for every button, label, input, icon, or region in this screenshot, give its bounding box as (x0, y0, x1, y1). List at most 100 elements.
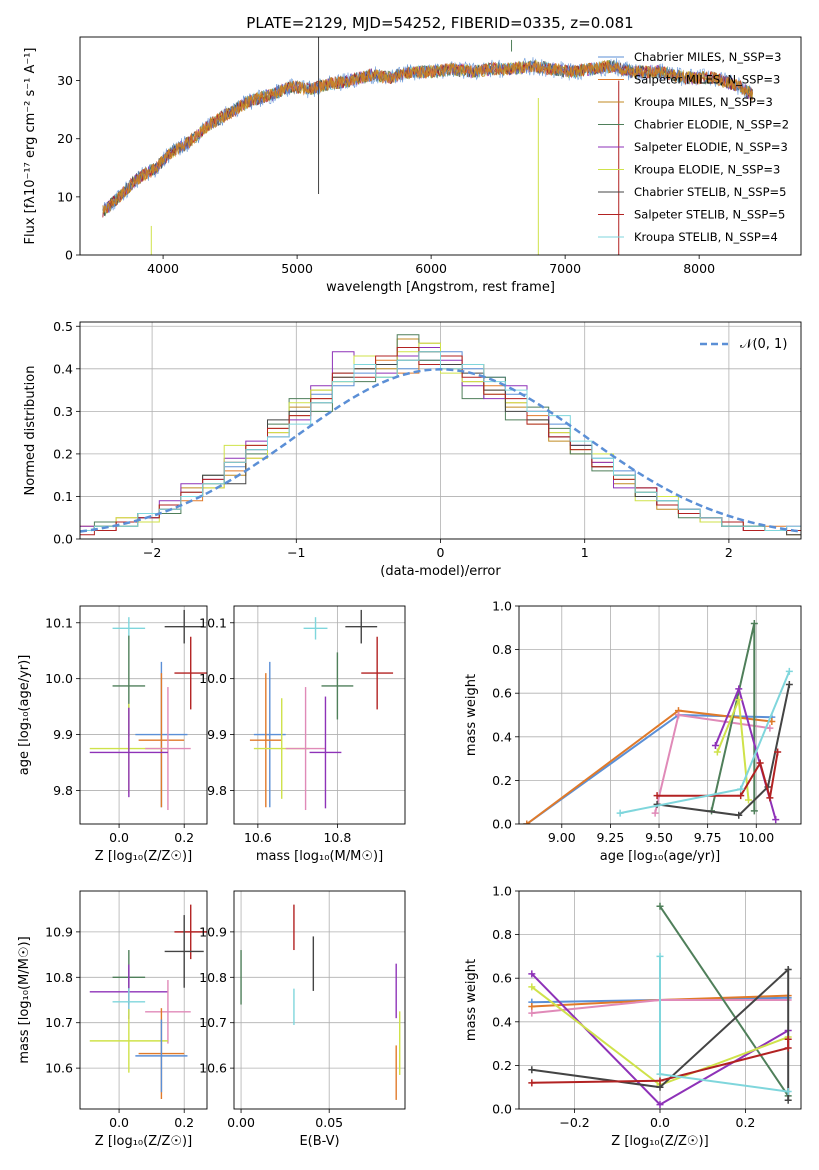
plot-area (519, 606, 801, 824)
y-tick-label: 9.8 (53, 783, 73, 798)
weight-marker (785, 680, 793, 688)
y-tick-label: 10.7 (45, 1015, 73, 1030)
x-tick-label: 10.00 (738, 830, 774, 845)
y-tick-label: 10.1 (45, 615, 73, 630)
weight-marker (784, 1044, 792, 1052)
x-tick-label: 0.0 (650, 1115, 670, 1130)
x-axis-label: (data-model)/error (380, 564, 501, 579)
age-vs-mass-panel: 10.6 10.8 9.8 9.9 10.0 10.1 mass [log₁₀(M/M☉)] (199, 605, 406, 864)
weight-line (531, 1039, 790, 1084)
legend-label: Kroupa STELIB, N_SSP=4 (634, 230, 778, 244)
weight-marker (523, 820, 531, 824)
x-tick-label: 9.25 (596, 830, 624, 845)
axes-frame (79, 321, 802, 540)
y-tick-label: 0.2 (492, 773, 512, 788)
massweight-vs-metallicity-panel: −0.2 0.0 0.2 0.0 0.2 0.4 0.6 0.8 1.0 Z [log₁₀(Z/Z… (464, 884, 802, 1149)
weight-line (531, 967, 790, 1101)
axes-frame (79, 36, 802, 256)
legend-label: Kroupa MILES, N_SSP=3 (634, 95, 773, 109)
weight-marker (756, 759, 764, 767)
plot-area (102, 37, 753, 255)
spectrum-title: PLATE=2129, MJD=54252, FIBERID=0335, z=0… (246, 14, 633, 32)
weight-marker (528, 1003, 536, 1011)
y-tick-label: 0.1 (53, 489, 73, 504)
weight-marker (528, 1079, 536, 1087)
x-tick-label: 0.05 (315, 1115, 343, 1130)
weight-marker (744, 796, 752, 804)
weight-marker (774, 748, 782, 756)
weight-marker (735, 811, 743, 819)
x-axis-label: Z [log₁₀(Z/Z☉)] (95, 849, 192, 864)
legend-label: Chabrier MILES, N_SSP=3 (634, 50, 781, 64)
axes-frame (233, 605, 406, 825)
legend-label: Chabrier STELIB, N_SSP=5 (634, 185, 786, 199)
weight-marker (656, 1101, 664, 1109)
x-tick-label: 0.2 (174, 830, 194, 845)
legend-label: Chabrier ELODIE, N_SSP=2 (634, 118, 789, 132)
plot-area (80, 606, 207, 824)
legend-label: Salpeter MILES, N_SSP=3 (634, 73, 780, 87)
y-axis-label: age [log₁₀(age/yr)] (17, 655, 32, 776)
x-axis-label: Z [log₁₀(Z/Z☉)] (611, 1134, 708, 1149)
axes-frame (233, 890, 406, 1110)
y-tick-label: 0.4 (53, 361, 73, 376)
weight-marker (784, 1088, 792, 1096)
y-tick-label: 10.6 (45, 1061, 73, 1076)
weight-line (659, 905, 790, 1097)
plot-area (80, 322, 801, 539)
mass-vs-metallicity-panel: 0.0 0.2 10.6 10.7 10.8 10.9 Z [log₁₀(Z/Z☉)] mas… (17, 890, 208, 1149)
x-tick-label: 5000 (281, 261, 313, 276)
weight-marker (656, 1077, 664, 1085)
axes-frame (79, 605, 208, 825)
legend-label: Salpeter ELODIE, N_SSP=3 (634, 140, 788, 154)
x-axis-label: wavelength [Angstrom, rest frame] (326, 280, 555, 295)
x-tick-label: 10.6 (244, 830, 272, 845)
weight-marker (528, 970, 536, 978)
y-axis-label: Normed distribution (23, 366, 38, 496)
weight-marker (656, 1083, 664, 1091)
x-tick-label: 4000 (147, 261, 179, 276)
x-tick-label: 0.2 (736, 1115, 756, 1130)
x-tick-label: −0.2 (559, 1115, 589, 1130)
y-tick-label: 30 (57, 73, 73, 88)
weight-marker (651, 809, 659, 817)
weight-marker (772, 816, 780, 824)
y-tick-label: 10.0 (199, 671, 227, 686)
weight-marker (785, 667, 793, 675)
weight-marker (528, 1066, 536, 1074)
weight-marker (656, 902, 664, 910)
weight-marker (784, 965, 792, 973)
x-tick-label: 10.8 (323, 830, 351, 845)
weight-marker (766, 794, 774, 802)
weight-marker (656, 1070, 664, 1078)
x-axis-label: age [log₁₀(age/yr)] (600, 849, 721, 864)
y-axis-label: mass [log₁₀(M/M☉)] (17, 936, 32, 1063)
x-tick-label: 1 (581, 545, 589, 560)
age-vs-metallicity-panel: 0.0 0.2 9.8 9.9 10.0 10.1 Z [log₁₀(Z/Z☉)] age [… (17, 605, 208, 864)
x-axis-label: mass [log₁₀(M/M☉)] (256, 849, 383, 864)
axes-frame (518, 890, 802, 1110)
y-tick-label: 10 (57, 189, 73, 204)
y-tick-label: 10.1 (199, 615, 227, 630)
y-tick-label: 10.6 (199, 1061, 227, 1076)
y-tick-label: 10.9 (199, 924, 227, 939)
weight-marker (766, 724, 774, 732)
x-tick-label: 2 (725, 545, 733, 560)
legend-label: Salpeter STELIB, N_SSP=5 (634, 208, 785, 222)
x-axis-label: E(B-V) (299, 1134, 339, 1149)
weight-marker (656, 952, 664, 960)
y-tick-label: 0.4 (492, 729, 512, 744)
x-tick-label: 8000 (683, 261, 715, 276)
weight-marker (750, 619, 758, 627)
y-tick-label: 9.8 (207, 783, 227, 798)
x-axis-label: Z [log₁₀(Z/Z☉)] (95, 1134, 192, 1149)
weight-line (656, 684, 791, 817)
x-tick-label: −2 (143, 545, 161, 560)
x-tick-label: 0.0 (109, 830, 129, 845)
plot-area (519, 891, 801, 1109)
y-tick-label: 0.0 (53, 532, 73, 547)
y-tick-label: 9.9 (53, 727, 73, 742)
y-tick-label: 9.9 (207, 727, 227, 742)
x-tick-label: −1 (287, 545, 305, 560)
